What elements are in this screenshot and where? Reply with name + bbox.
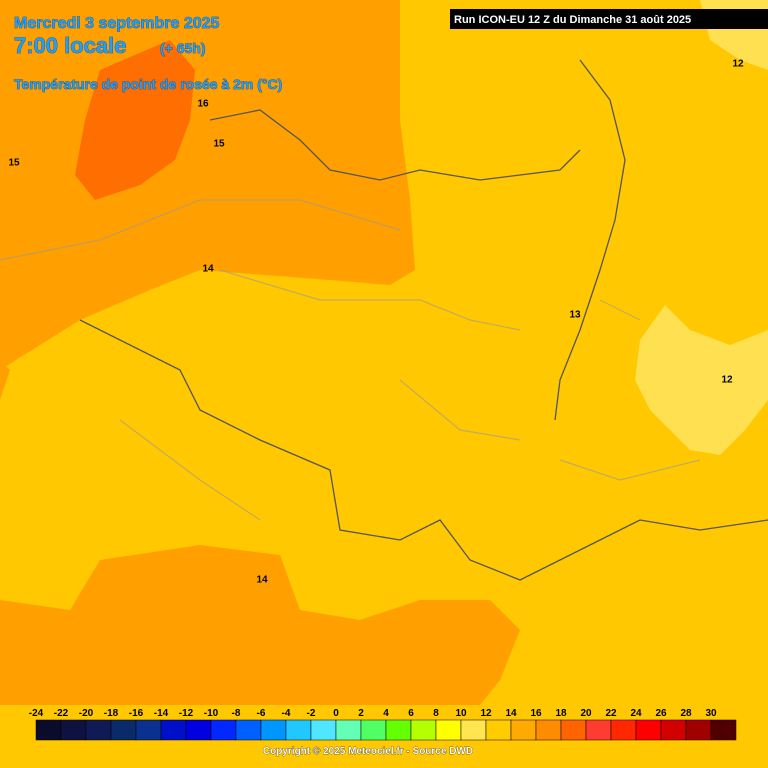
legend-swatch bbox=[510, 719, 537, 741]
legend-swatch bbox=[410, 719, 437, 741]
run-box bbox=[450, 9, 768, 29]
legend-swatch bbox=[385, 719, 412, 741]
contour-label: 14 bbox=[202, 264, 214, 275]
legend-swatch bbox=[560, 719, 587, 741]
legend-label: -4 bbox=[282, 708, 291, 719]
legend-label: 22 bbox=[605, 708, 617, 719]
legend-label: 8 bbox=[433, 708, 439, 719]
legend-label: 0 bbox=[333, 708, 339, 719]
legend-label: -8 bbox=[232, 708, 241, 719]
legend-label: 26 bbox=[655, 708, 667, 719]
legend-swatch bbox=[310, 719, 337, 741]
border bbox=[209, 109, 581, 181]
legend-label: -2 bbox=[307, 708, 316, 719]
legend-label: 2 bbox=[358, 708, 364, 719]
contour-label: 12 bbox=[721, 375, 733, 386]
legend-label: -10 bbox=[204, 708, 219, 719]
contour-label: 15 bbox=[213, 139, 225, 150]
legend-label: 4 bbox=[383, 708, 389, 719]
legend-swatch bbox=[260, 719, 287, 741]
legend-label: -22 bbox=[54, 708, 69, 719]
legend-swatch bbox=[85, 719, 112, 741]
legend-swatch bbox=[110, 719, 137, 741]
legend-swatch bbox=[35, 719, 62, 741]
contour-label: 12 bbox=[732, 59, 744, 70]
contour-label: 14 bbox=[256, 575, 268, 586]
legend-swatch bbox=[460, 719, 487, 741]
legend-swatch bbox=[235, 719, 262, 741]
legend-swatch bbox=[635, 719, 662, 741]
border bbox=[79, 319, 768, 581]
legend-swatch bbox=[160, 719, 187, 741]
legend-label: -12 bbox=[179, 708, 194, 719]
legend-label: -24 bbox=[29, 708, 44, 719]
legend-label: 30 bbox=[705, 708, 717, 719]
zone-12 bbox=[635, 0, 768, 455]
legend-label: 10 bbox=[455, 708, 467, 719]
legend-label: 28 bbox=[680, 708, 692, 719]
contour-label: 16 bbox=[197, 99, 209, 110]
parameter: Température de point de rosée à 2m (°C) bbox=[14, 76, 282, 92]
legend-label: 6 bbox=[408, 708, 414, 719]
legend-swatch bbox=[660, 719, 687, 741]
legend-label: 24 bbox=[630, 708, 642, 719]
legend-label: 18 bbox=[555, 708, 567, 719]
region-line bbox=[0, 199, 701, 521]
legend-label: -14 bbox=[154, 708, 169, 719]
copyright: Copyright © 2025 Meteociel.fr - Source D… bbox=[263, 746, 473, 757]
legend-swatch bbox=[285, 719, 312, 741]
legend-swatch bbox=[185, 719, 212, 741]
legend-label: -18 bbox=[104, 708, 119, 719]
legend-swatch bbox=[710, 719, 737, 741]
zone-15-south bbox=[0, 360, 520, 705]
date: Mercredi 3 septembre 2025 bbox=[14, 15, 220, 32]
zone-16 bbox=[75, 40, 195, 200]
legend-swatch bbox=[60, 719, 87, 741]
time: 7:00 locale bbox=[14, 33, 127, 58]
legend-swatch bbox=[135, 719, 162, 741]
legend-swatch bbox=[535, 719, 562, 741]
legend-swatch bbox=[685, 719, 712, 741]
legend-label: 16 bbox=[530, 708, 542, 719]
legend-label: 20 bbox=[580, 708, 592, 719]
legend-label: 14 bbox=[505, 708, 517, 719]
contour-label: 13 bbox=[569, 310, 581, 321]
legend-label: -6 bbox=[257, 708, 266, 719]
legend-label: -20 bbox=[79, 708, 94, 719]
run-label: Run ICON-EU 12 Z du Dimanche 31 août 202… bbox=[454, 14, 691, 26]
legend-label: 12 bbox=[480, 708, 492, 719]
legend-swatch bbox=[360, 719, 387, 741]
legend-swatch bbox=[610, 719, 637, 741]
legend-swatch bbox=[335, 719, 362, 741]
legend-label: -16 bbox=[129, 708, 144, 719]
lead: (+ 65h) bbox=[160, 40, 206, 56]
border bbox=[554, 59, 626, 421]
legend-swatch bbox=[485, 719, 512, 741]
legend-swatch bbox=[210, 719, 237, 741]
legend-swatch bbox=[585, 719, 612, 741]
contour-label: 15 bbox=[8, 158, 20, 169]
legend-swatch bbox=[435, 719, 462, 741]
